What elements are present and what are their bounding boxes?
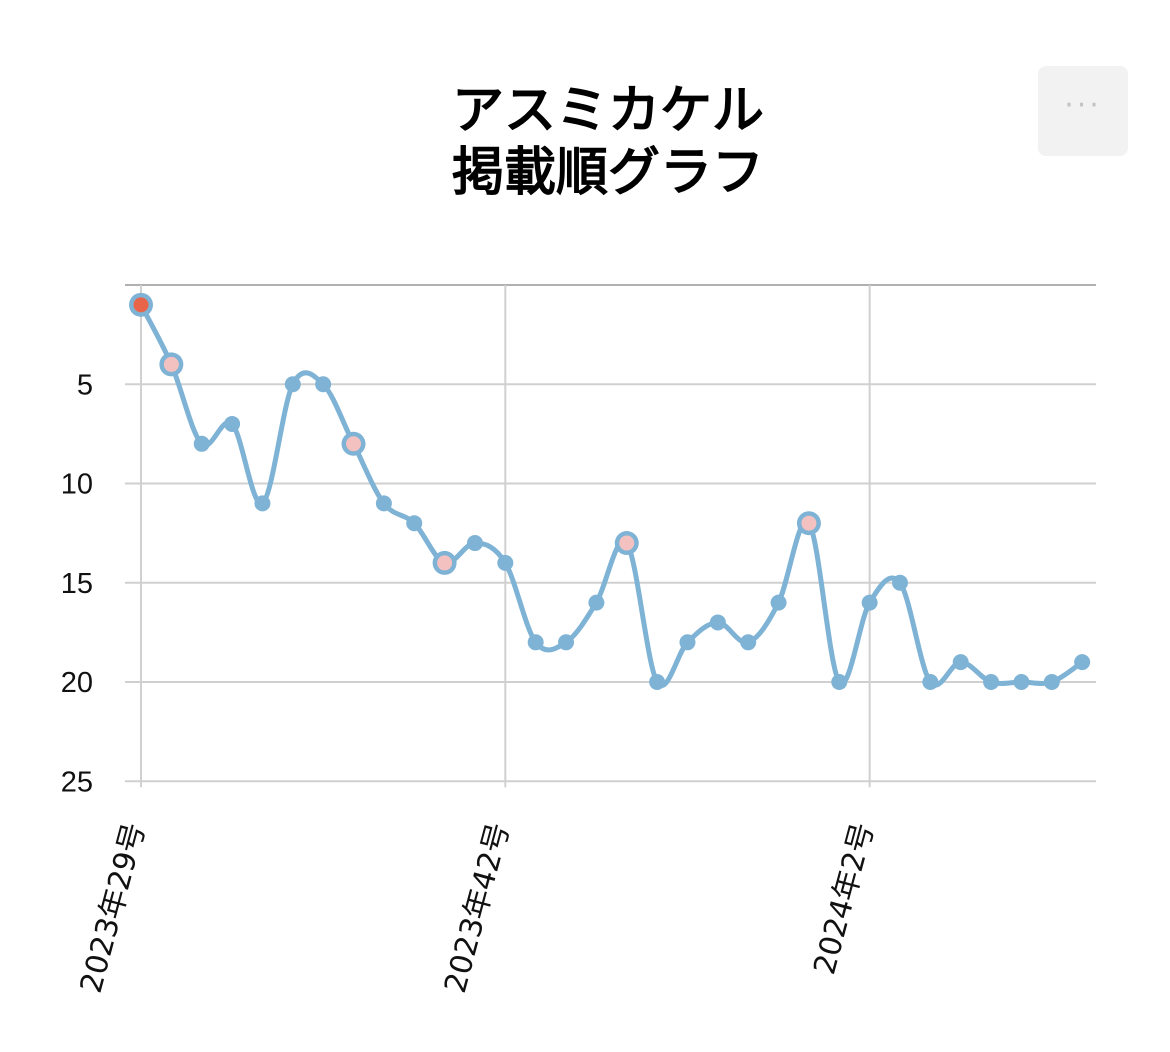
data-point[interactable] — [315, 376, 332, 393]
x-tick-label: 2023年42号 — [438, 819, 517, 997]
data-point[interactable] — [740, 634, 757, 651]
grid-layer — [125, 284, 1096, 788]
data-point[interactable] — [1043, 674, 1060, 690]
data-point[interactable] — [588, 594, 605, 611]
data-point[interactable] — [922, 674, 939, 690]
y-tick-label: 10 — [61, 469, 93, 501]
data-point[interactable] — [466, 535, 483, 552]
data-point[interactable] — [679, 634, 696, 651]
data-point[interactable] — [193, 435, 210, 452]
data-point[interactable] — [284, 376, 301, 393]
data-point[interactable] — [406, 515, 423, 532]
x-tick-label: 2023年29号 — [74, 819, 153, 997]
data-point-highlight[interactable] — [437, 555, 453, 571]
data-point-highlight[interactable] — [801, 515, 817, 531]
data-point[interactable] — [892, 574, 908, 591]
data-point[interactable] — [770, 594, 787, 611]
data-point[interactable] — [375, 495, 392, 512]
data-point[interactable] — [254, 495, 271, 512]
data-point-highlight[interactable] — [133, 297, 149, 313]
data-point[interactable] — [831, 674, 848, 690]
data-point[interactable] — [952, 654, 969, 671]
x-tick-label: 2024年2号 — [807, 819, 881, 978]
y-tick-label: 15 — [61, 568, 93, 600]
data-point[interactable] — [649, 674, 666, 690]
data-point-highlight[interactable] — [163, 356, 179, 372]
y-tick-label: 25 — [61, 766, 93, 798]
y-tick-label: 5 — [77, 369, 93, 401]
data-point[interactable] — [558, 634, 575, 651]
data-point[interactable] — [1013, 674, 1030, 690]
data-points — [129, 292, 1091, 690]
data-point[interactable] — [224, 415, 241, 432]
data-point[interactable] — [983, 674, 1000, 690]
chart-title-line-2: 掲載順グラフ — [451, 143, 764, 203]
chart-menu-button[interactable]: ··· — [1038, 66, 1128, 156]
data-point[interactable] — [861, 594, 878, 611]
data-point[interactable] — [497, 554, 514, 571]
data-point[interactable] — [709, 614, 726, 631]
data-point-highlight[interactable] — [619, 535, 635, 551]
data-point[interactable] — [527, 634, 544, 651]
y-tick-label: 20 — [61, 667, 93, 699]
chart-title: アスミカケル 掲載順グラフ — [0, 80, 1170, 204]
more-horizontal-icon: ··· — [1064, 87, 1102, 123]
chart-title-line-1: アスミカケル — [451, 81, 764, 141]
data-point-highlight[interactable] — [346, 436, 362, 452]
data-point[interactable] — [1074, 654, 1091, 671]
series-line — [138, 303, 1084, 688]
